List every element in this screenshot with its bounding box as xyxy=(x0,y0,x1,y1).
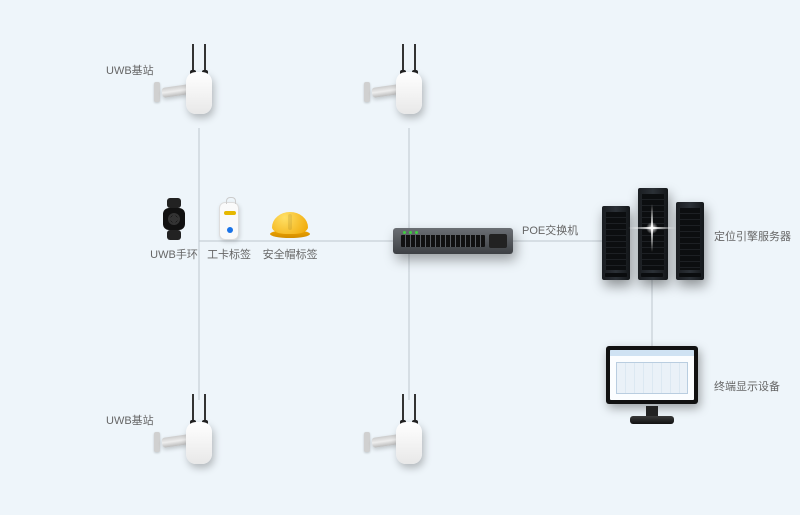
terminal-label: 终端显示设备 xyxy=(714,378,780,394)
poe-switch xyxy=(393,228,513,254)
positioning-engine-server xyxy=(602,184,702,280)
tag-label: 工卡标签 xyxy=(203,246,255,262)
poe-switch-label: POE交换机 xyxy=(522,222,578,238)
safety-helmet-tag-icon xyxy=(270,208,310,240)
server-label: 定位引擎服务器 xyxy=(714,228,791,244)
tag-devices-group: UWB手环 工卡标签 安全帽标签 xyxy=(148,198,348,262)
base-station-label: UWB基站 xyxy=(106,412,154,428)
tag-label: UWB手环 xyxy=(148,246,200,262)
tag-label: 安全帽标签 xyxy=(258,246,322,262)
terminal-display-device xyxy=(606,346,698,424)
uwb-base-station xyxy=(378,398,438,478)
worker-card-tag-icon xyxy=(219,202,239,240)
uwb-base-station xyxy=(168,398,228,478)
base-station-label: UWB基站 xyxy=(106,62,154,78)
uwb-base-station xyxy=(168,48,228,128)
uwb-wristband-icon xyxy=(159,198,189,240)
uwb-base-station xyxy=(378,48,438,128)
